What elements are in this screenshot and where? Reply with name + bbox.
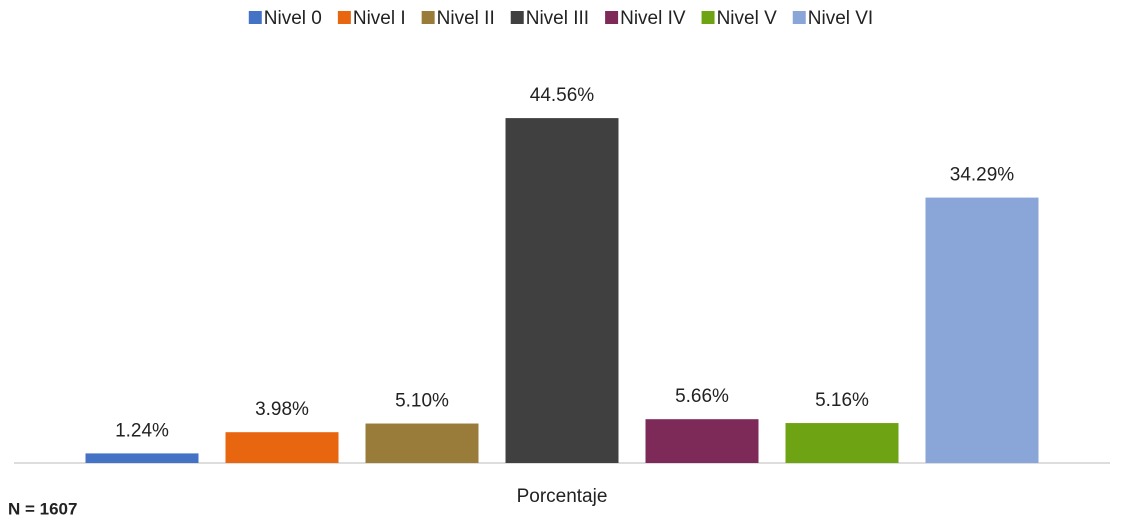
legend-swatch <box>792 11 806 24</box>
data-label: 1.24% <box>115 420 169 441</box>
bar <box>785 423 899 463</box>
bar <box>365 423 479 463</box>
legend-swatch <box>421 11 435 24</box>
bar <box>925 197 1039 463</box>
legend-label: Nivel V <box>717 8 778 29</box>
data-label: 5.16% <box>815 390 869 411</box>
data-label: 5.66% <box>675 386 729 407</box>
legend-label: Nivel II <box>437 8 495 29</box>
data-label: 44.56% <box>530 85 595 106</box>
legend-label: Nivel 0 <box>264 8 322 29</box>
data-label: 3.98% <box>255 399 309 420</box>
annotation: N = 1607 <box>8 499 77 518</box>
legend-label: Nivel III <box>526 8 589 29</box>
bar <box>645 419 759 463</box>
x-tick-label: Porcentaje <box>517 486 608 507</box>
data-label: 5.10% <box>395 391 449 412</box>
data-label: 34.29% <box>950 165 1015 186</box>
legend-swatch <box>337 11 351 24</box>
legend-swatch <box>510 11 524 24</box>
legend-label: Nivel I <box>353 8 406 29</box>
legend-swatch <box>605 11 619 24</box>
bar <box>225 432 339 463</box>
bar <box>85 453 199 463</box>
bar <box>505 118 619 464</box>
legend-label: Nivel IV <box>620 8 686 29</box>
legend-label: Nivel VI <box>808 8 873 29</box>
legend-swatch <box>701 11 715 24</box>
legend-swatch <box>248 11 262 24</box>
